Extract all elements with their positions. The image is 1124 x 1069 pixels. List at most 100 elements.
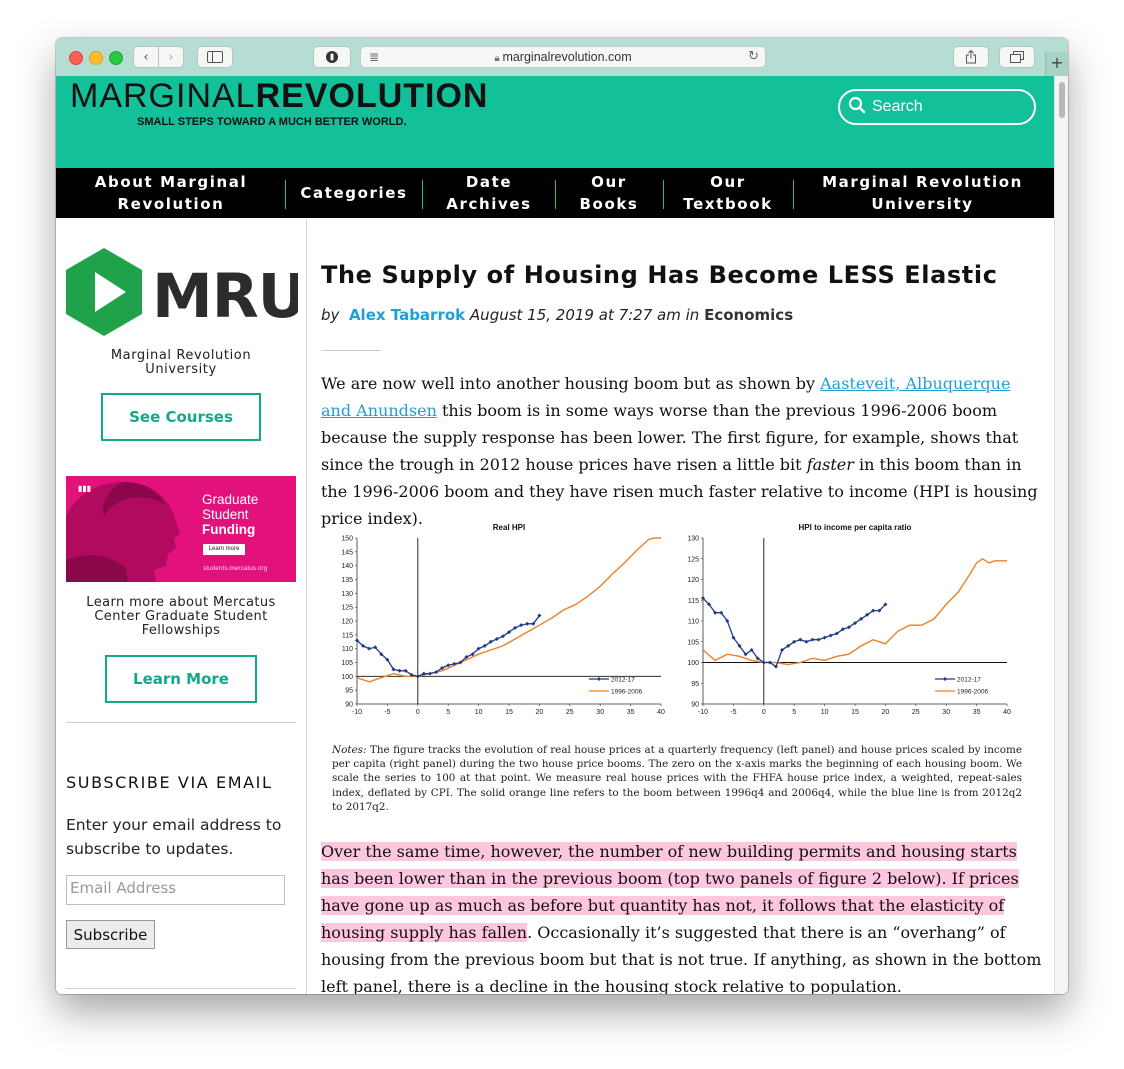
learn-more-button[interactable]: Learn More — [105, 655, 257, 703]
mercatus-logo-icon: ▮▮▮ — [78, 484, 92, 493]
data-point-2012-17 — [452, 661, 457, 666]
data-point-2012-17 — [403, 668, 408, 673]
nav-categories-label: Categories — [300, 184, 408, 202]
legend-label: 2012-17 — [611, 677, 635, 684]
x-tick-label: 5 — [446, 709, 450, 716]
see-courses-button[interactable]: See Courses — [101, 393, 261, 441]
sidebar-toggle-button[interactable] — [197, 46, 233, 68]
data-point-2012-17 — [373, 645, 378, 650]
portrait-illustration — [66, 482, 180, 582]
x-tick-label: 20 — [882, 709, 890, 716]
y-tick-label: 125 — [341, 605, 353, 612]
data-point-2012-17 — [409, 672, 414, 677]
data-point-2012-17 — [519, 623, 524, 628]
zoom-window-button[interactable] — [109, 51, 123, 65]
x-tick-label: 40 — [657, 709, 665, 716]
data-point-2012-17 — [737, 643, 742, 648]
address-bar[interactable]: ≣ 🔒︎ marginalrevolution.com ↻ — [360, 46, 766, 68]
sidebar-divider — [66, 988, 296, 989]
chevron-right-icon: › — [168, 49, 174, 65]
data-point-2012-17 — [391, 667, 396, 672]
x-tick-label: 30 — [596, 709, 604, 716]
legend-label: 1996-2006 — [957, 689, 988, 696]
data-point-2012-17 — [488, 639, 493, 644]
nav-separator — [663, 180, 664, 209]
data-point-2012-17 — [761, 660, 766, 665]
paper-link[interactable]: Aasteveit, Albuquerque and Anundsen — [321, 374, 1011, 420]
page-scrollbar[interactable] — [1054, 76, 1068, 994]
x-tick-label: 10 — [821, 709, 829, 716]
x-tick-label: -10 — [352, 709, 362, 716]
subscribe-title: SUBSCRIBE VIA EMAIL — [66, 773, 273, 792]
nav-our-textbook[interactable]: Our Textbook — [665, 168, 791, 218]
data-point-2012-17 — [458, 660, 463, 665]
reader-view-icon[interactable]: ≣ — [369, 50, 380, 64]
y-tick-label: 125 — [687, 556, 699, 563]
data-point-2012-17 — [725, 619, 730, 623]
nav-date-archives[interactable]: Date Archives — [424, 168, 554, 218]
data-point-2012-17 — [421, 671, 426, 676]
share-button[interactable] — [953, 46, 989, 68]
promo-description: Learn more about Mercatus Center Graduate… — [56, 596, 306, 638]
p1-text: this boom is in some ways worse than the… — [321, 401, 1019, 474]
data-point-2012-17 — [810, 637, 815, 642]
shield-icon — [326, 51, 338, 63]
search-label: Search — [872, 98, 923, 115]
data-point-2012-17 — [525, 621, 530, 626]
series-line-1996-2006 — [702, 557, 1007, 666]
privacy-shield-button[interactable] — [313, 46, 351, 68]
nav-about-line2: Revolution — [117, 195, 225, 213]
close-window-button[interactable] — [69, 51, 83, 65]
reload-icon[interactable]: ↻ — [748, 49, 759, 64]
nav-mru[interactable]: Marginal Revolution University — [795, 168, 1050, 218]
data-point-2012-17 — [877, 608, 882, 613]
scrollbar-thumb[interactable] — [1059, 82, 1065, 118]
nav-about-line1: About Marginal — [94, 173, 248, 191]
data-point-2012-17 — [361, 643, 366, 648]
y-tick-label: 120 — [687, 577, 699, 584]
new-tab-button[interactable]: + — [1045, 52, 1068, 76]
data-point-2012-17 — [828, 633, 833, 638]
nav-mru-line1: Marginal Revolution — [822, 173, 1023, 191]
byline-in: in — [685, 306, 700, 324]
legend-label: 2012-17 — [957, 677, 981, 684]
y-tick-label: 135 — [341, 577, 353, 584]
data-point-2012-17 — [822, 635, 827, 640]
email-field[interactable]: Email Address — [66, 875, 285, 905]
y-tick-label: 115 — [688, 598, 699, 605]
subscribe-button[interactable]: Subscribe — [66, 920, 155, 949]
promo-learn-more[interactable]: Learn more — [203, 544, 245, 555]
site-tagline: SMALL STEPS TOWARD A MUCH BETTER WORLD. — [137, 116, 407, 128]
category-link[interactable]: Economics — [704, 306, 794, 324]
post-byline: by Alex Tabarrok August 15, 2019 at 7:27… — [321, 306, 793, 324]
back-button[interactable]: ‹ — [133, 46, 159, 68]
x-tick-label: 35 — [973, 709, 981, 716]
nav-our-books[interactable]: Our Books — [557, 168, 661, 218]
search-button[interactable]: Search — [838, 89, 1036, 125]
minimize-window-button[interactable] — [89, 51, 103, 65]
data-point-2012-17 — [755, 656, 760, 661]
tabs-overview-button[interactable] — [999, 46, 1035, 68]
browser-toolbar: ‹ › ≣ 🔒︎ marginalrevolution.com ↻ + — [56, 38, 1068, 77]
promo-title: Graduate Student Funding — [202, 492, 258, 537]
mru-logo[interactable]: MRU — [66, 248, 298, 336]
chart-title: Real HPI — [493, 524, 525, 532]
data-point-2012-17 — [470, 652, 475, 657]
forward-button[interactable]: › — [158, 46, 184, 68]
series-line-2012-17 — [702, 597, 886, 668]
mru-logo-text: MRU — [152, 261, 298, 332]
site-logo[interactable]: MARGINALREVOLUTION — [70, 77, 489, 116]
logo-marginal: MARGINAL — [70, 77, 256, 115]
nav-categories[interactable]: Categories — [288, 168, 420, 218]
data-point-2012-17 — [355, 638, 359, 643]
mru-title-line2: University — [145, 362, 217, 377]
data-point-2012-17 — [379, 652, 384, 657]
nav-about[interactable]: About Marginal Revolution — [71, 168, 271, 218]
data-point-2012-17 — [816, 637, 821, 642]
data-point-2012-17 — [440, 666, 445, 671]
post-title[interactable]: The Supply of Housing Has Become LESS El… — [321, 261, 998, 289]
mercatus-promo-banner[interactable]: ▮▮▮ Graduate Student Funding Learn more st… — [66, 476, 296, 582]
author-link[interactable]: Alex Tabarrok — [348, 306, 466, 324]
x-tick-label: 10 — [475, 709, 483, 716]
y-tick-label: 105 — [687, 639, 699, 646]
